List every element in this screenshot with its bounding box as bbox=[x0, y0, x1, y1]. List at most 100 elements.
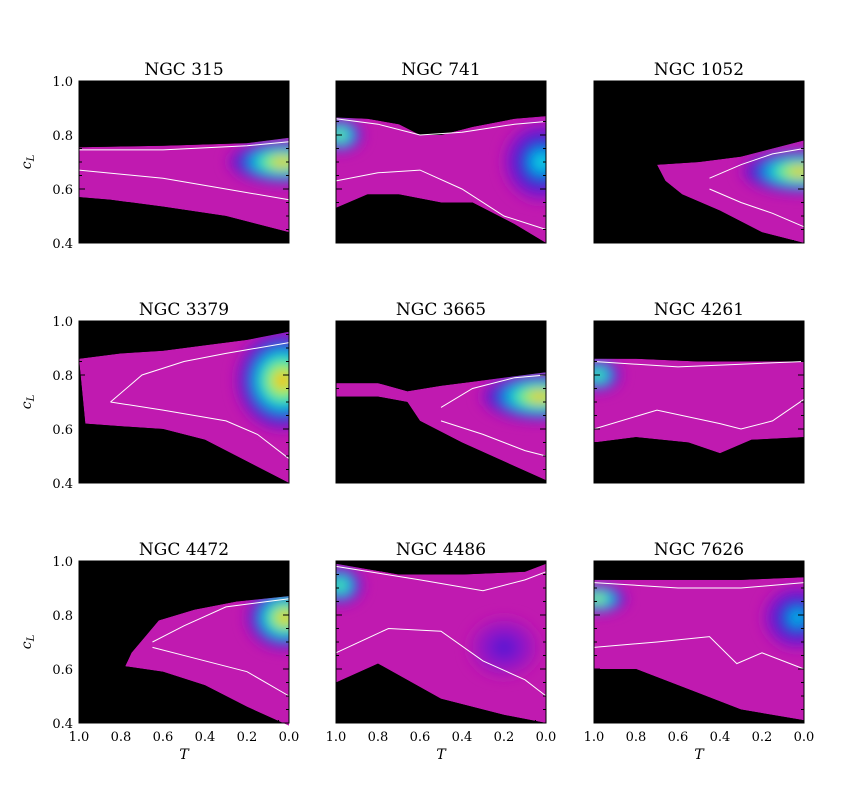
y-tick-label: 1.0 bbox=[52, 75, 73, 90]
x-tick-label: 1.0 bbox=[584, 730, 605, 745]
contour-line bbox=[79, 141, 290, 151]
axis-ticks bbox=[335, 320, 547, 484]
panel-title: NGC 741 bbox=[401, 60, 480, 80]
panel-ngc-741: NGC 741 bbox=[335, 60, 547, 244]
axis-ticks bbox=[593, 320, 805, 484]
x-tick-label: 0.8 bbox=[368, 730, 389, 745]
contour-line bbox=[152, 646, 290, 697]
density-peak bbox=[736, 147, 804, 196]
y-tick-label: 0.8 bbox=[52, 609, 73, 624]
panel-ngc-3665: NGC 3665 bbox=[335, 300, 547, 484]
panel-ngc-4472: NGC 4472 1.0 0.8 0.6 0.4 cL 1.0 0.8 0.6 0.4 0.2 0.0… bbox=[19, 540, 300, 763]
y-tick-label: 0.4 bbox=[52, 237, 73, 252]
y-tick-label: 0.8 bbox=[52, 369, 73, 384]
y-axis-label: cL bbox=[19, 634, 37, 649]
y-tick-label: 0.6 bbox=[52, 663, 73, 678]
x-tick-label: 0.4 bbox=[452, 730, 473, 745]
axis-ticks bbox=[593, 80, 805, 244]
y-tick-label: 0.8 bbox=[52, 129, 73, 144]
y-tick-label: 1.0 bbox=[52, 315, 73, 330]
contour-line bbox=[110, 342, 290, 403]
contour-line bbox=[110, 401, 290, 460]
density-base bbox=[594, 358, 804, 454]
axis-ticks bbox=[593, 560, 805, 724]
contour-line bbox=[152, 598, 290, 643]
panel-title: NGC 4261 bbox=[654, 300, 744, 320]
y-axis-label: cL bbox=[19, 394, 37, 409]
x-tick-label: 0.4 bbox=[710, 730, 731, 745]
x-tick-label: 0.8 bbox=[111, 730, 132, 745]
contour-line bbox=[593, 398, 805, 430]
density-peak bbox=[759, 582, 804, 653]
panel-title: NGC 1052 bbox=[654, 60, 744, 80]
density-map bbox=[79, 331, 289, 483]
density-peak bbox=[223, 137, 289, 187]
x-tick-label: 0.6 bbox=[668, 730, 689, 745]
density-map bbox=[336, 372, 546, 481]
density-peak bbox=[466, 615, 542, 680]
density-map bbox=[79, 137, 289, 233]
density-peak bbox=[242, 596, 289, 653]
x-tick-label: 0.2 bbox=[237, 730, 258, 745]
x-tick-label: 0.6 bbox=[153, 730, 174, 745]
contour-line bbox=[709, 188, 805, 228]
y-tick-label: 0.4 bbox=[52, 717, 73, 732]
contour-line bbox=[593, 636, 805, 670]
panel-ngc-4486: NGC 4486 1.0 0.8 0.6 0.4 0.2 0.0 T bbox=[326, 540, 557, 763]
x-tick-label: 0.0 bbox=[536, 730, 557, 745]
axis-ticks bbox=[335, 80, 547, 244]
density-peak bbox=[232, 331, 289, 435]
x-tick-label: 0.8 bbox=[626, 730, 647, 745]
density-peak bbox=[594, 582, 630, 615]
x-tick-label: 0.0 bbox=[279, 730, 300, 745]
panel-title: NGC 4486 bbox=[396, 540, 486, 560]
y-tick-label: 0.6 bbox=[52, 183, 73, 198]
contour-line bbox=[335, 627, 547, 697]
x-axis-label: T bbox=[436, 747, 447, 763]
contour-line bbox=[335, 565, 547, 592]
panel-ngc-4261: NGC 4261 bbox=[593, 300, 805, 484]
density-base bbox=[336, 563, 546, 723]
axis-ticks bbox=[78, 320, 290, 484]
panel-title: NGC 7626 bbox=[654, 540, 744, 560]
y-axis-label: cL bbox=[19, 154, 37, 169]
contour-line bbox=[335, 118, 547, 136]
y-tick-label: 1.0 bbox=[52, 555, 73, 570]
x-tick-label: 0.2 bbox=[494, 730, 515, 745]
density-map bbox=[594, 577, 804, 721]
panel-title: NGC 3379 bbox=[139, 300, 229, 320]
panel-ngc-1052: NGC 1052 bbox=[593, 60, 805, 244]
y-tick-label: 0.4 bbox=[52, 477, 73, 492]
density-map bbox=[657, 140, 804, 243]
x-tick-label: 1.0 bbox=[69, 730, 90, 745]
density-peak bbox=[499, 118, 546, 206]
panel-title: NGC 3665 bbox=[396, 300, 486, 320]
density-map bbox=[594, 358, 804, 454]
density-map bbox=[336, 563, 546, 723]
contour-line bbox=[709, 148, 805, 179]
contour-line bbox=[78, 169, 290, 201]
x-tick-label: 0.2 bbox=[752, 730, 773, 745]
y-tick-label: 0.6 bbox=[52, 423, 73, 438]
contour-line bbox=[593, 361, 805, 368]
axis-ticks bbox=[78, 560, 290, 724]
density-map bbox=[125, 596, 289, 726]
x-tick-label: 0.4 bbox=[195, 730, 216, 745]
x-axis-label: T bbox=[179, 747, 190, 763]
density-base bbox=[594, 577, 804, 721]
contour-line bbox=[440, 374, 547, 408]
panel-ngc-315: NGC 315 1.0 0.8 0.6 0.4 cL bbox=[19, 60, 290, 252]
axis-ticks bbox=[78, 80, 290, 244]
x-tick-label: 0.0 bbox=[794, 730, 815, 745]
panel-title: NGC 315 bbox=[144, 60, 223, 80]
x-tick-label: 1.0 bbox=[326, 730, 347, 745]
panel-ngc-3379: NGC 3379 1.0 0.8 0.6 0.4 cL bbox=[19, 300, 290, 492]
panel-title: NGC 4472 bbox=[139, 540, 229, 560]
density-peak bbox=[336, 563, 366, 607]
x-tick-label: 0.6 bbox=[410, 730, 431, 745]
density-peak bbox=[476, 372, 546, 424]
panels-grid: NGC 315 1.0 0.8 0.6 0.4 cL NGC 741 NGC 1052 NGC … bbox=[19, 60, 815, 763]
x-axis-label: T bbox=[694, 747, 705, 763]
contour-line bbox=[440, 420, 547, 457]
